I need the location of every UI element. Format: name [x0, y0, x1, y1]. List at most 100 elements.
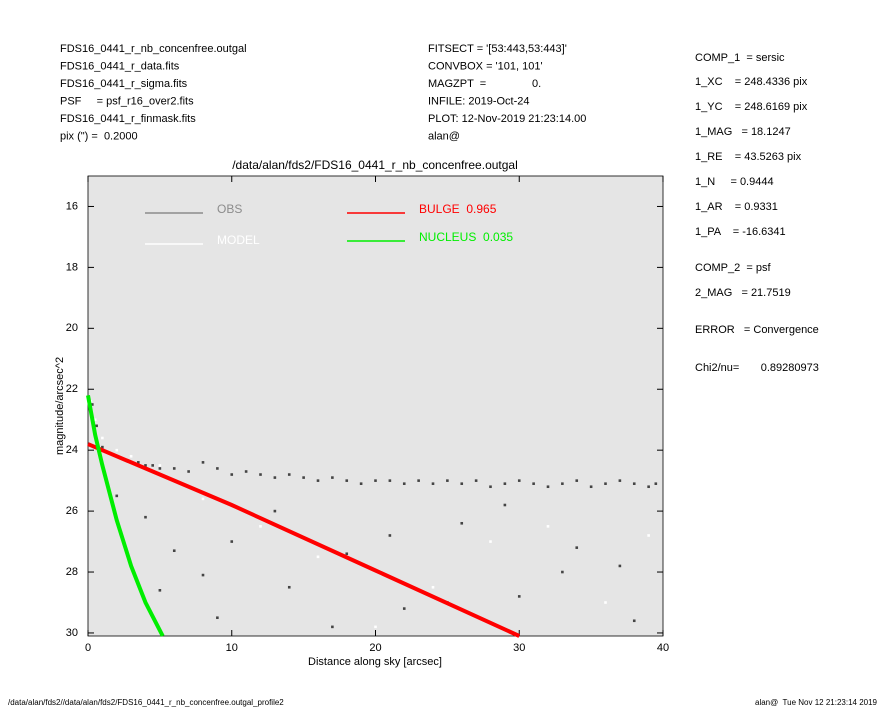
- chart-title: /data/alan/fds2/FDS16_0441_r_nb_concenfr…: [232, 158, 518, 172]
- y-tick-label: 24: [66, 444, 78, 456]
- data-point: [91, 403, 94, 406]
- data-point: [216, 616, 219, 620]
- y-tick-label: 16: [66, 200, 78, 212]
- data-point: [201, 573, 205, 577]
- data-point: [158, 464, 162, 467]
- data-point: [187, 470, 190, 473]
- legend-label: NUCLEUS 0.035: [419, 230, 513, 244]
- data-point: [287, 473, 291, 476]
- data-point: [359, 482, 363, 485]
- data-point: [115, 448, 119, 452]
- x-tick-label: 30: [513, 642, 525, 654]
- data-point: [460, 521, 464, 525]
- y-axis-label: magnitude/arcsec^2: [54, 357, 66, 455]
- data-point: [503, 503, 507, 507]
- data-point: [388, 534, 392, 537]
- data-point: [517, 479, 521, 482]
- data-point: [144, 515, 147, 519]
- data-point: [129, 454, 133, 458]
- data-point: [460, 482, 464, 485]
- legend-label: OBS: [217, 202, 242, 216]
- data-point: [259, 525, 262, 528]
- plot-area: [87, 175, 664, 637]
- header-line: FDS16_0441_r_data.fits: [60, 60, 180, 72]
- data-point: [446, 479, 449, 482]
- data-point: [647, 485, 650, 489]
- x-axis-label: Distance along sky [arcsec]: [308, 656, 442, 668]
- data-point: [503, 482, 507, 485]
- x-tick-label: 40: [657, 642, 669, 654]
- data-point: [546, 485, 550, 489]
- header-line: FITSECT = '[53:443,53:443]': [428, 43, 567, 55]
- data-point: [604, 482, 607, 485]
- data-point: [589, 485, 593, 489]
- data-point: [216, 467, 219, 470]
- data-point: [101, 436, 104, 440]
- data-point: [331, 625, 334, 629]
- header-line: MAGZPT = 0.: [428, 78, 541, 90]
- data-point: [316, 555, 320, 559]
- data-point: [201, 461, 205, 464]
- data-point: [230, 473, 234, 476]
- data-point: [532, 482, 535, 485]
- data-point: [95, 424, 98, 428]
- header-line: pix (") = 0.2000: [60, 130, 138, 142]
- legend-label: MODEL: [217, 233, 260, 247]
- data-point: [388, 479, 392, 482]
- data-point: [417, 479, 420, 482]
- header-line: alan@: [428, 130, 460, 142]
- data-point: [302, 476, 305, 479]
- data-point: [374, 479, 377, 482]
- data-point: [172, 549, 176, 553]
- data-point: [316, 479, 320, 482]
- fit-parameter: 1_RE = 43.5263 pix: [695, 151, 802, 163]
- fit-parameter: 1_YC = 248.6169 pix: [695, 101, 808, 113]
- data-point: [561, 570, 564, 574]
- data-point: [618, 479, 622, 482]
- header-line: INFILE: 2019-Oct-24: [428, 95, 530, 107]
- data-point: [575, 479, 579, 482]
- y-tick-label: 22: [66, 383, 78, 395]
- data-point: [158, 467, 162, 470]
- data-point: [402, 482, 406, 485]
- data-point: [431, 482, 435, 485]
- data-point: [244, 470, 248, 473]
- fit-parameter: 1_AR = 0.9331: [695, 201, 778, 213]
- data-point: [647, 534, 650, 537]
- header-line: PSF = psf_r16_over2.fits: [60, 95, 194, 107]
- header-line: FDS16_0441_r_nb_concenfree.outgal: [60, 43, 247, 55]
- data-point: [259, 473, 262, 476]
- data-point: [632, 482, 636, 485]
- footer-stamp: alan@ Tue Nov 12 21:23:14 2019: [755, 698, 878, 707]
- legend-label: BULGE 0.965: [419, 202, 497, 216]
- header-line: FDS16_0441_r_finmask.fits: [60, 113, 196, 125]
- data-point: [172, 467, 176, 470]
- data-point: [331, 476, 334, 479]
- profile-line: [87, 442, 521, 638]
- data-point: [517, 595, 521, 598]
- data-point: [93, 418, 97, 422]
- y-tick-label: 18: [66, 261, 78, 273]
- data-point: [618, 564, 622, 568]
- data-point: [273, 509, 277, 513]
- data-point: [632, 619, 636, 623]
- data-point: [489, 485, 492, 489]
- data-point: [115, 494, 119, 498]
- data-point: [345, 552, 349, 556]
- header-line: CONVBOX = '101, 101': [428, 60, 543, 72]
- data-point: [273, 476, 277, 479]
- data-point: [230, 540, 234, 543]
- data-point: [561, 482, 564, 485]
- data-point: [431, 585, 435, 589]
- data-point: [201, 497, 205, 501]
- data-point: [144, 464, 147, 467]
- data-point: [287, 585, 291, 589]
- data-point: [151, 464, 154, 467]
- x-tick-label: 0: [85, 642, 91, 654]
- fit-parameter: 1_PA = -16.6341: [695, 226, 786, 238]
- y-tick-label: 26: [66, 505, 78, 517]
- fit-parameter: COMP_1 = sersic: [695, 52, 785, 64]
- data-point: [101, 445, 104, 449]
- fit-parameter: 1_XC = 248.4336 pix: [695, 76, 808, 88]
